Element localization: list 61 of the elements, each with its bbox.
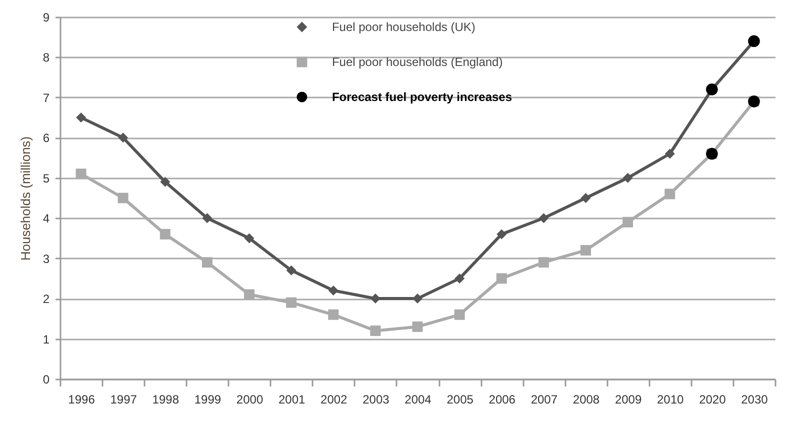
x-tick-label: 1999 (194, 392, 222, 406)
x-tick-label: 2005 (446, 392, 474, 406)
y-tick-label: 1 (42, 332, 50, 346)
x-tick-label: 2020 (699, 392, 726, 406)
point (118, 132, 128, 143)
point (538, 213, 549, 224)
point (538, 257, 549, 268)
point (412, 321, 423, 332)
point (622, 172, 633, 183)
y-tick-label: 4 (42, 212, 50, 226)
x-tick-label: 2003 (362, 392, 390, 406)
x-tick-label: 2001 (278, 392, 306, 406)
point (664, 188, 676, 200)
point (370, 325, 381, 336)
point (76, 112, 86, 123)
point (496, 273, 507, 284)
x-tick-label: 2009 (614, 392, 642, 406)
point (202, 213, 212, 224)
point (244, 233, 254, 244)
y-tick-label: 2 (42, 292, 50, 306)
y-tick-label: 7 (42, 90, 50, 105)
x-tick-label: 2006 (488, 392, 516, 406)
y-tick-label: 3 (42, 252, 50, 266)
x-tick-label: 2000 (236, 392, 264, 406)
point (328, 309, 339, 320)
x-tick-label: 2004 (404, 392, 432, 406)
x-tick-label: 1997 (110, 392, 138, 406)
point (202, 257, 212, 268)
point (454, 273, 465, 284)
point (496, 229, 507, 240)
legend-label: Forecast fuel poverty increases (332, 90, 512, 104)
point (580, 245, 591, 256)
point (664, 148, 675, 159)
x-tick-label: 2002 (320, 392, 348, 406)
x-tick-label: 2030 (741, 392, 768, 406)
point (580, 193, 591, 203)
x-tick-label: 2010 (657, 392, 684, 406)
point (244, 289, 255, 300)
point (454, 309, 465, 320)
point (118, 192, 128, 204)
y-axis-title: Households (millions) (18, 136, 33, 261)
y-tick-label: 0 (42, 372, 50, 386)
point (286, 297, 297, 308)
point (76, 168, 86, 180)
legend-label: Fuel poor households (England) (332, 55, 503, 69)
x-tick-label: 1998 (152, 392, 180, 406)
y-tick-label: 8 (42, 50, 50, 65)
point (328, 286, 338, 296)
point (160, 176, 170, 187)
y-tick-label: 5 (42, 171, 50, 186)
x-tick-label: 2008 (572, 392, 600, 406)
legend-label: Fuel poor households (UK) (332, 20, 476, 34)
y-tick-label: 6 (42, 131, 50, 146)
point (370, 294, 380, 304)
x-tick-label: 1996 (68, 392, 96, 406)
point (160, 228, 170, 240)
point (622, 216, 634, 228)
point (286, 265, 296, 276)
x-tick-label: 2007 (530, 392, 558, 406)
y-tick-label: 9 (42, 10, 50, 24)
point (412, 294, 422, 304)
